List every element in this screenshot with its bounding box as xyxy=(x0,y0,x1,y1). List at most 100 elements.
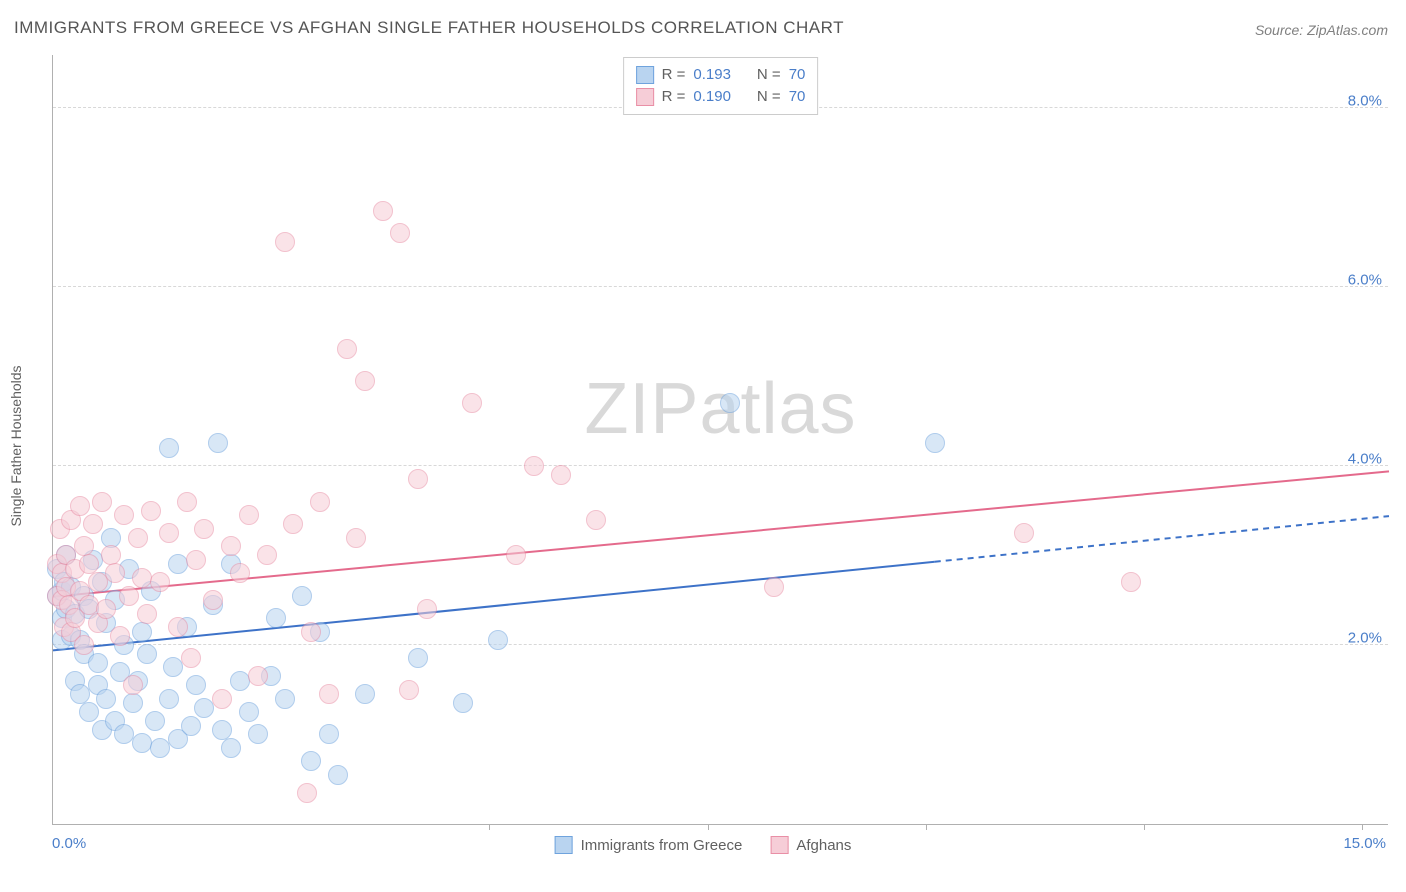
data-point-greece xyxy=(88,653,108,673)
data-point-afghans xyxy=(551,465,571,485)
data-point-greece xyxy=(453,693,473,713)
data-point-greece xyxy=(159,689,179,709)
data-point-greece xyxy=(720,393,740,413)
data-point-afghans xyxy=(177,492,197,512)
data-point-afghans xyxy=(137,604,157,624)
source-label: Source: xyxy=(1255,22,1303,38)
legend-series: Immigrants from Greece Afghans xyxy=(555,836,852,854)
legend-N-value: 70 xyxy=(789,86,806,108)
data-point-afghans xyxy=(83,514,103,534)
x-axis-end-label: 15.0% xyxy=(1343,835,1386,852)
data-point-greece xyxy=(181,716,201,736)
data-point-afghans xyxy=(1014,523,1034,543)
data-point-greece xyxy=(301,751,321,771)
data-point-afghans xyxy=(373,201,393,221)
data-point-afghans xyxy=(70,496,90,516)
data-point-greece xyxy=(266,608,286,628)
x-tick xyxy=(1144,824,1145,830)
data-point-afghans xyxy=(230,563,250,583)
data-point-afghans xyxy=(462,393,482,413)
data-point-greece xyxy=(96,689,116,709)
data-point-greece xyxy=(328,765,348,785)
data-point-greece xyxy=(239,702,259,722)
data-point-afghans xyxy=(101,545,121,565)
data-point-afghans xyxy=(74,635,94,655)
data-point-greece xyxy=(79,702,99,722)
data-point-afghans xyxy=(355,371,375,391)
data-point-afghans xyxy=(319,684,339,704)
data-point-afghans xyxy=(105,563,125,583)
data-point-afghans xyxy=(88,572,108,592)
page-title: IMMIGRANTS FROM GREECE VS AFGHAN SINGLE … xyxy=(14,18,844,38)
data-point-afghans xyxy=(257,545,277,565)
data-point-greece xyxy=(355,684,375,704)
data-point-afghans xyxy=(301,622,321,642)
data-point-afghans xyxy=(203,590,223,610)
legend-stat-row-afghans: R = 0.190 N = 70 xyxy=(636,86,806,108)
data-point-afghans xyxy=(399,680,419,700)
data-point-afghans xyxy=(96,599,116,619)
data-point-greece xyxy=(319,724,339,744)
legend-label: Immigrants from Greece xyxy=(581,837,743,854)
legend-N-label: N = xyxy=(757,86,781,108)
legend-stat-row-greece: R = 0.193N = 70 xyxy=(636,64,806,86)
data-point-afghans xyxy=(1121,572,1141,592)
data-point-greece xyxy=(163,657,183,677)
data-point-greece xyxy=(248,724,268,744)
legend-R-label: R = xyxy=(662,86,686,108)
data-point-afghans xyxy=(110,626,130,646)
data-point-afghans xyxy=(346,528,366,548)
data-point-afghans xyxy=(159,523,179,543)
legend-N-label: N = xyxy=(757,64,781,86)
data-point-afghans xyxy=(221,536,241,556)
data-point-afghans xyxy=(310,492,330,512)
data-point-greece xyxy=(150,738,170,758)
data-point-greece xyxy=(208,433,228,453)
trend-line-dashed-greece xyxy=(935,516,1389,562)
data-point-afghans xyxy=(764,577,784,597)
legend-swatch xyxy=(555,836,573,854)
data-point-afghans xyxy=(132,568,152,588)
y-axis-label: Single Father Households xyxy=(8,365,24,526)
data-point-greece xyxy=(132,622,152,642)
scatter-chart: ZIPatlas 2.0%4.0%6.0%8.0% R = 0.193N = 7… xyxy=(52,55,1388,825)
x-tick xyxy=(708,824,709,830)
legend-R-label: R = xyxy=(662,64,686,86)
data-point-afghans xyxy=(390,223,410,243)
x-tick xyxy=(1362,824,1363,830)
data-point-afghans xyxy=(248,666,268,686)
data-point-afghans xyxy=(239,505,259,525)
data-point-afghans xyxy=(92,492,112,512)
data-point-afghans xyxy=(74,536,94,556)
legend-R-value: 0.193 xyxy=(693,64,731,86)
legend-R-value: 0.190 xyxy=(693,86,731,108)
data-point-afghans xyxy=(123,675,143,695)
data-point-greece xyxy=(292,586,312,606)
data-point-afghans xyxy=(417,599,437,619)
legend-item-afghans: Afghans xyxy=(770,836,851,854)
data-point-greece xyxy=(137,644,157,664)
data-point-greece xyxy=(488,630,508,650)
legend-stats: R = 0.193 N = 70R = 0.190 N = 70 xyxy=(623,57,819,115)
x-tick xyxy=(489,824,490,830)
data-point-greece xyxy=(145,711,165,731)
data-point-afghans xyxy=(194,519,214,539)
data-point-afghans xyxy=(337,339,357,359)
data-point-afghans xyxy=(297,783,317,803)
data-point-afghans xyxy=(586,510,606,530)
data-point-afghans xyxy=(506,545,526,565)
data-point-greece xyxy=(194,698,214,718)
trend-line-afghans xyxy=(53,471,1389,596)
data-point-greece xyxy=(159,438,179,458)
data-point-afghans xyxy=(283,514,303,534)
source-value: ZipAtlas.com xyxy=(1307,22,1388,38)
data-point-greece xyxy=(275,689,295,709)
data-point-afghans xyxy=(408,469,428,489)
data-point-afghans xyxy=(212,689,232,709)
data-point-afghans xyxy=(150,572,170,592)
legend-swatch xyxy=(636,88,654,106)
data-point-greece xyxy=(132,733,152,753)
legend-swatch xyxy=(636,66,654,84)
data-point-afghans xyxy=(114,505,134,525)
legend-item-greece: Immigrants from Greece xyxy=(555,836,743,854)
